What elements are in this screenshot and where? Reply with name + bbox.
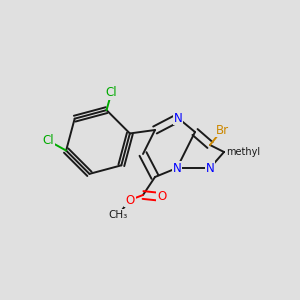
- Text: Cl: Cl: [42, 134, 54, 147]
- Text: O: O: [125, 194, 135, 206]
- Text: Br: Br: [215, 124, 229, 136]
- Text: Cl: Cl: [106, 85, 117, 99]
- Text: N: N: [174, 112, 182, 124]
- Text: N: N: [206, 161, 214, 175]
- Text: O: O: [158, 190, 166, 203]
- Text: CH₃: CH₃: [108, 210, 128, 220]
- Text: methyl: methyl: [226, 147, 260, 157]
- Text: N: N: [172, 161, 182, 175]
